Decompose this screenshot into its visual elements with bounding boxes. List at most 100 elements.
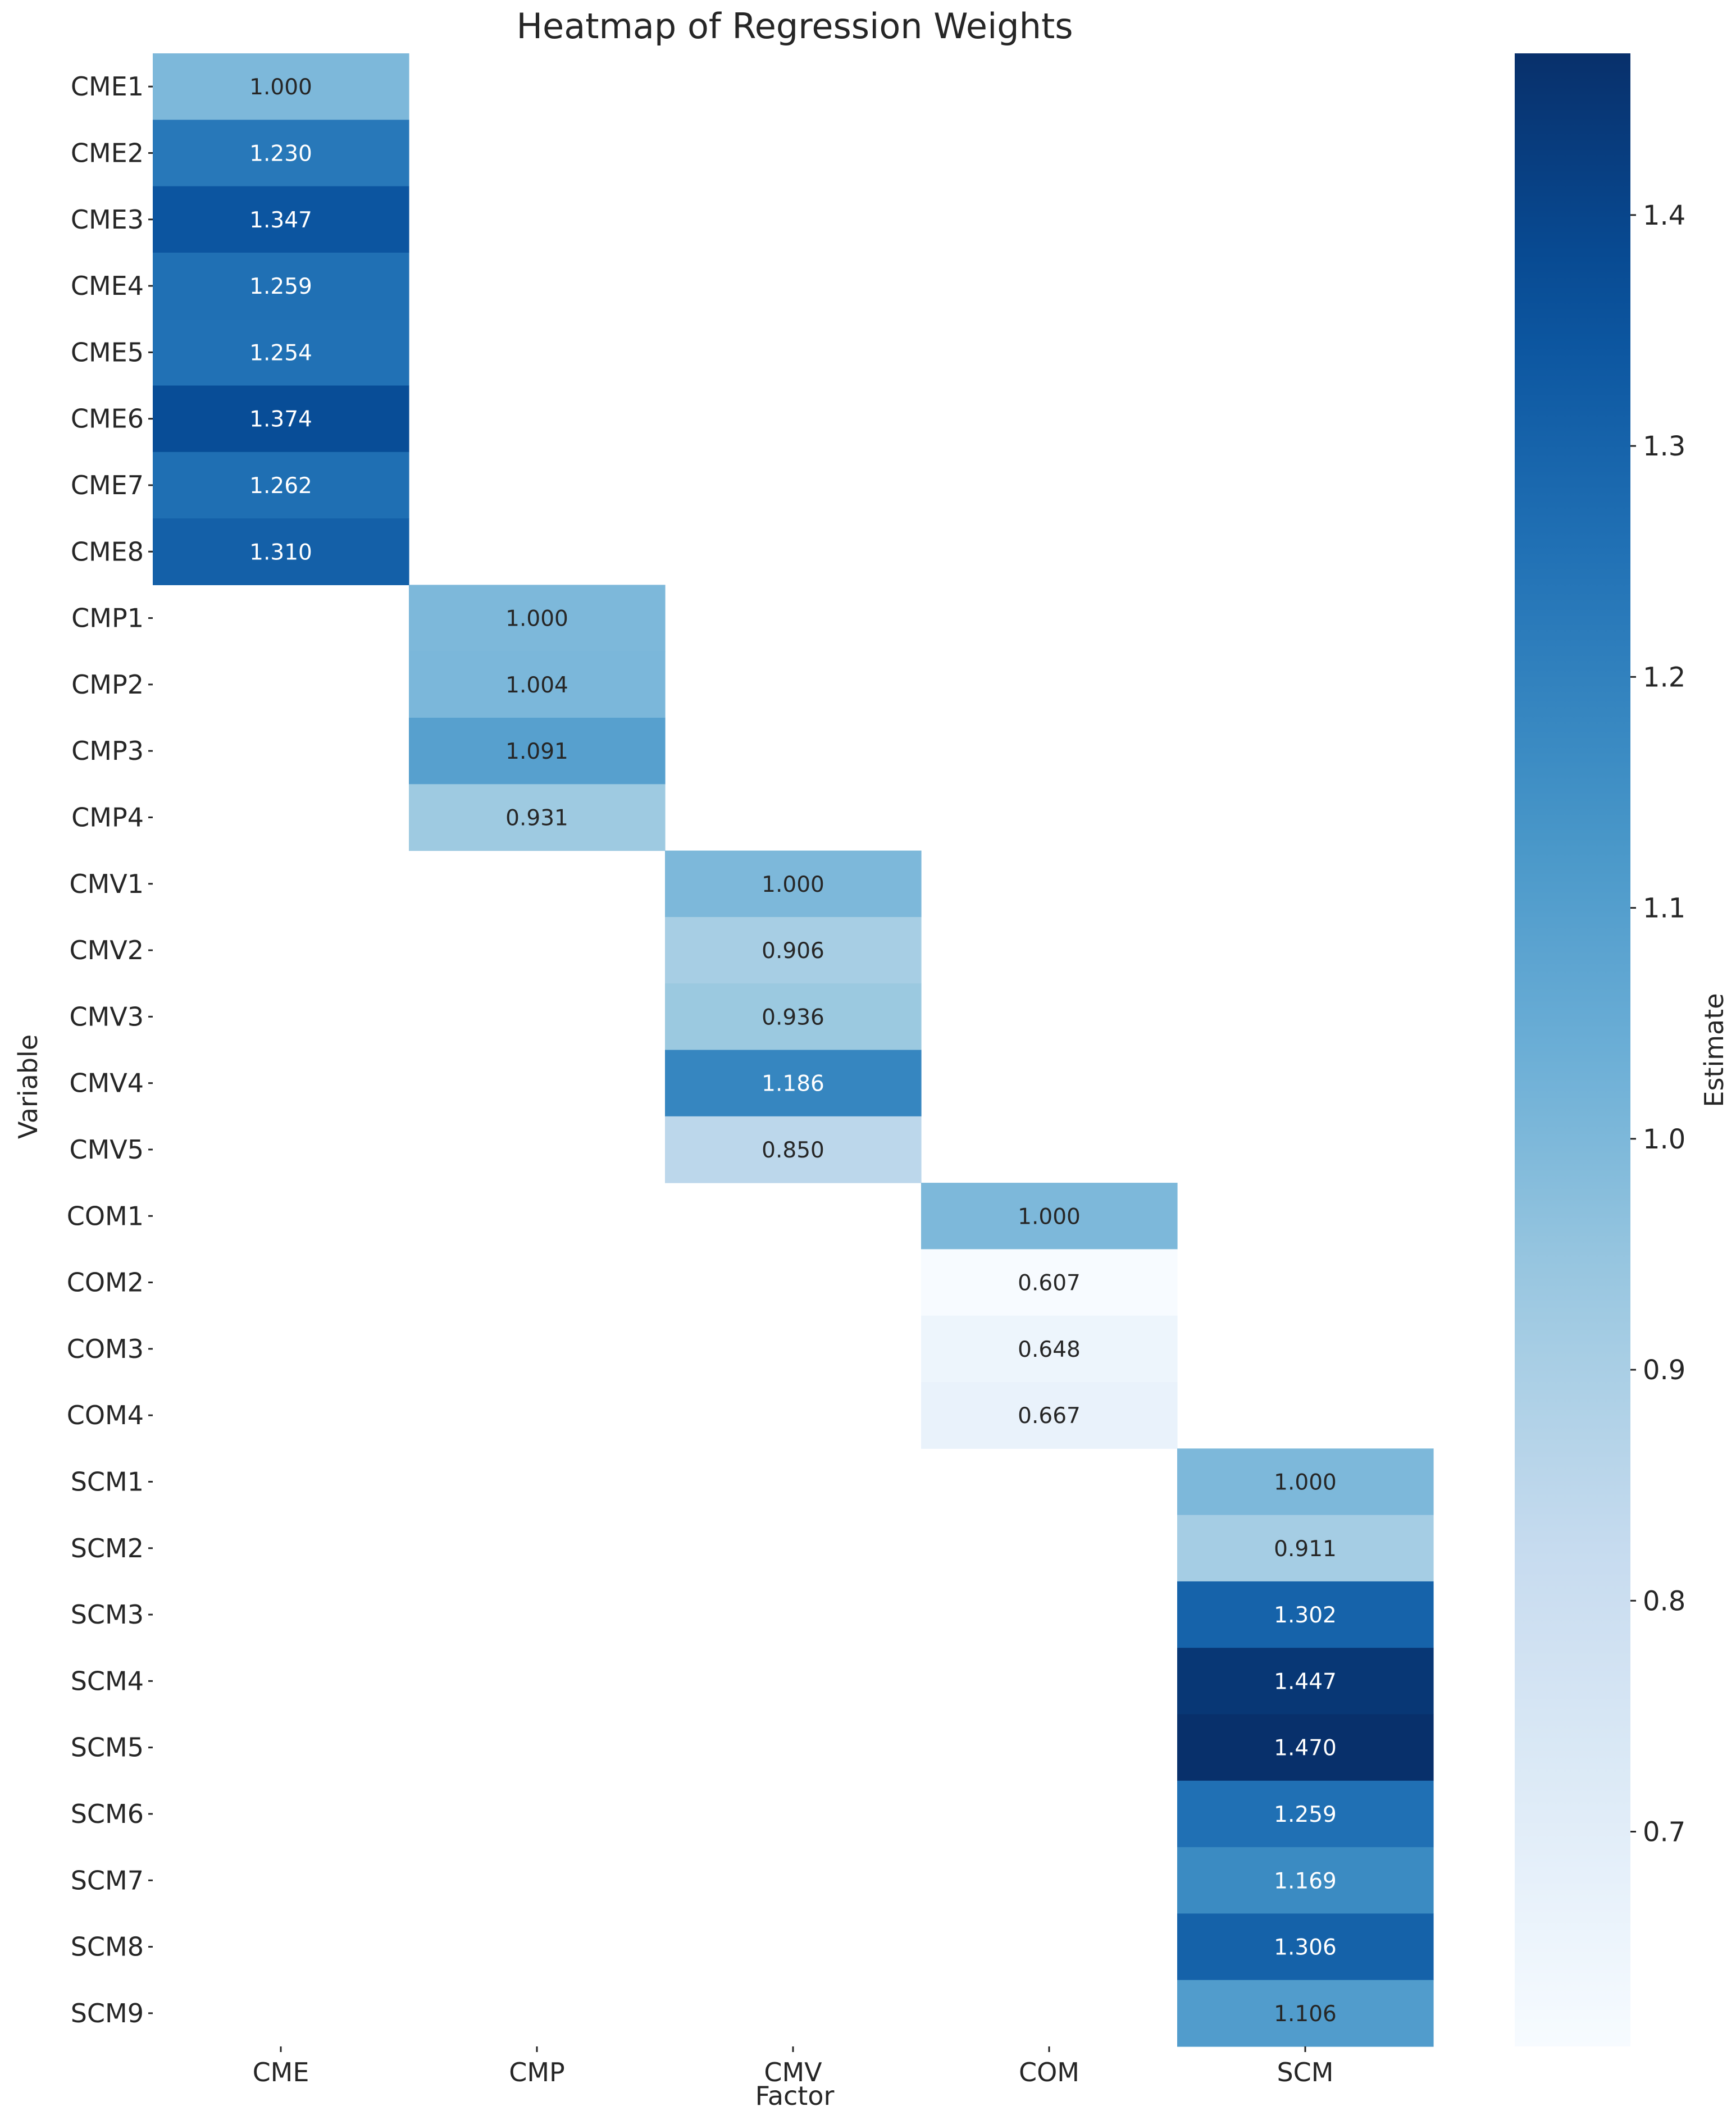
- cell-value-label: 1.347: [249, 208, 312, 233]
- heatmap-cell-com2: [921, 1249, 1178, 1316]
- colorbar-tick-label: 1.2: [1643, 662, 1685, 693]
- row-label-scm2: SCM2: [71, 1533, 144, 1563]
- colorbar: [1515, 53, 1630, 2046]
- cell-value-label: 1.262: [249, 473, 312, 499]
- col-label-cme: CME: [253, 2057, 309, 2087]
- heatmap-cell-cme8: [153, 518, 409, 585]
- heatmap-cell-com1: [921, 1183, 1178, 1250]
- row-label-cme4: CME4: [71, 271, 144, 301]
- colorbar-tick-label: 1.4: [1643, 200, 1685, 231]
- row-label-scm6: SCM6: [71, 1799, 144, 1829]
- row-label-scm3: SCM3: [71, 1599, 144, 1630]
- row-label-cmp2: CMP2: [71, 669, 144, 700]
- heatmap-cell-cmv4: [665, 1050, 922, 1117]
- heatmap-cell-cme4: [153, 252, 409, 320]
- cell-value-label: 1.091: [505, 739, 568, 764]
- heatmap-cell-scm2: [1177, 1515, 1434, 1582]
- row-label-com2: COM2: [67, 1268, 144, 1298]
- colorbar-tick-label: 1.3: [1643, 431, 1685, 462]
- heatmap-cell-cmv5: [665, 1116, 922, 1183]
- row-label-scm8: SCM8: [71, 1932, 144, 1962]
- row-label-scm9: SCM9: [71, 1998, 144, 2028]
- colorbar-tick-label: 0.8: [1643, 1585, 1685, 1617]
- cell-value-label: 1.106: [1274, 2002, 1337, 2027]
- heatmap-cell-cmp2: [409, 651, 666, 718]
- heatmap-cell-cme6: [153, 385, 409, 453]
- heatmap-cell-scm9: [1177, 1980, 1434, 2047]
- cell-value-label: 0.906: [762, 938, 824, 964]
- row-label-com3: COM3: [67, 1334, 144, 1364]
- row-label-cmv2: CMV2: [69, 935, 144, 965]
- cell-value-label: 1.000: [1018, 1204, 1081, 1229]
- cell-value-label: 0.648: [1018, 1337, 1081, 1362]
- cell-value-label: 1.259: [249, 274, 312, 299]
- row-label-cme3: CME3: [71, 204, 144, 235]
- row-label-com4: COM4: [67, 1400, 144, 1430]
- cell-value-label: 1.000: [249, 75, 312, 100]
- heatmap-cell-com4: [921, 1382, 1178, 1449]
- x-axis-label: Factor: [755, 2081, 835, 2111]
- row-label-com1: COM1: [67, 1201, 144, 1231]
- cell-value-label: 1.447: [1274, 1669, 1337, 1694]
- row-label-scm1: SCM1: [71, 1466, 144, 1497]
- cell-value-label: 1.470: [1274, 1736, 1337, 1761]
- heatmap-cell-cmv2: [665, 917, 922, 984]
- heatmap-cell-scm5: [1177, 1714, 1434, 1781]
- cell-value-label: 1.000: [505, 607, 568, 632]
- heatmap-cell-scm1: [1177, 1448, 1434, 1516]
- heatmap-cell-scm3: [1177, 1581, 1434, 1648]
- cell-value-label: 1.306: [1274, 1935, 1337, 1961]
- row-label-cmv5: CMV5: [69, 1134, 144, 1165]
- heatmap-cell-cmp1: [409, 585, 666, 652]
- row-label-cmp3: CMP3: [71, 736, 144, 766]
- heatmap-cell-cmv3: [665, 983, 922, 1051]
- row-label-cmp4: CMP4: [71, 802, 144, 832]
- cell-value-label: 0.936: [762, 1005, 824, 1030]
- cell-value-label: 1.230: [249, 141, 312, 166]
- row-label-cme1: CME1: [71, 71, 144, 102]
- heatmap-cell-cme3: [153, 186, 409, 253]
- row-label-cme5: CME5: [71, 337, 144, 367]
- heatmap-cell-scm7: [1177, 1847, 1434, 1914]
- cell-value-label: 0.931: [505, 805, 568, 831]
- cell-value-label: 0.911: [1274, 1537, 1337, 1562]
- colorbar-tick-label: 1.1: [1643, 893, 1685, 924]
- heatmap-cell-cme7: [153, 452, 409, 519]
- cell-value-label: 1.169: [1274, 1868, 1337, 1894]
- heatmap-cell-cme2: [153, 120, 409, 187]
- row-label-cme6: CME6: [71, 404, 144, 434]
- heatmap-cell-cme1: [153, 53, 409, 120]
- row-label-scm5: SCM5: [71, 1733, 144, 1763]
- heatmap-cell-com3: [921, 1315, 1178, 1383]
- cell-value-label: 1.302: [1274, 1603, 1337, 1628]
- colorbar-tick-label: 0.9: [1643, 1355, 1685, 1386]
- row-label-cme8: CME8: [71, 536, 144, 567]
- cell-value-label: 1.374: [249, 407, 312, 432]
- col-label-scm: SCM: [1277, 2057, 1333, 2087]
- cell-value-label: 1.004: [505, 673, 568, 698]
- col-label-com: COM: [1019, 2057, 1079, 2087]
- chart-title: Heatmap of Regression Weights: [516, 6, 1073, 47]
- heatmap-cell-scm8: [1177, 1913, 1434, 1981]
- colorbar-label: Estimate: [1699, 993, 1729, 1107]
- row-label-cme2: CME2: [71, 138, 144, 168]
- row-label-cmv3: CMV3: [69, 1001, 144, 1032]
- heatmap-cell-cmp4: [409, 784, 666, 851]
- cell-value-label: 1.000: [762, 872, 824, 897]
- heatmap-cell-scm4: [1177, 1648, 1434, 1715]
- col-label-cmp: CMP: [509, 2057, 565, 2087]
- row-label-scm7: SCM7: [71, 1865, 144, 1895]
- row-label-scm4: SCM4: [71, 1666, 144, 1696]
- heatmap-cell-cme5: [153, 319, 409, 386]
- row-label-cmv4: CMV4: [69, 1068, 144, 1098]
- cell-value-label: 1.259: [1274, 1802, 1337, 1827]
- heatmap-cell-cmv1: [665, 850, 922, 918]
- cell-value-label: 1.186: [762, 1072, 824, 1097]
- col-label-cmv: CMV: [764, 2057, 822, 2087]
- cell-value-label: 0.850: [762, 1138, 824, 1163]
- y-axis-label: Variable: [13, 1034, 43, 1139]
- row-label-cmv1: CMV1: [69, 869, 144, 899]
- heatmap-cell-cmp3: [409, 718, 666, 785]
- colorbar-tick-label: 1.0: [1643, 1124, 1685, 1155]
